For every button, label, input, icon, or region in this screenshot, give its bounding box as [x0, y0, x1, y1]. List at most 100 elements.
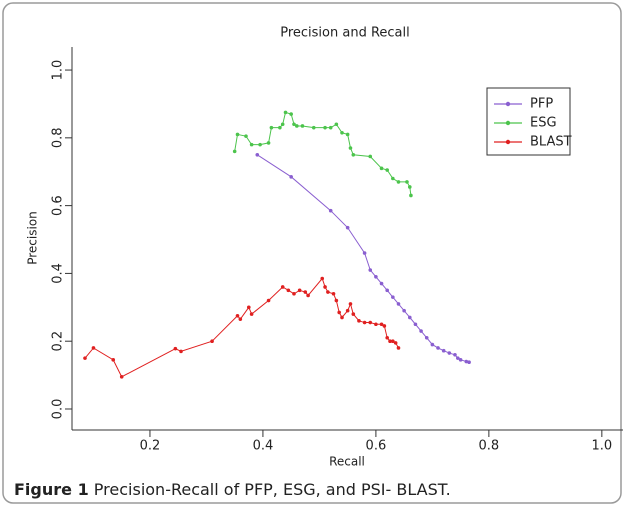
data-point	[382, 324, 387, 328]
data-point	[300, 124, 305, 128]
data-point	[348, 146, 353, 150]
data-point	[368, 268, 373, 272]
data-point	[357, 319, 361, 323]
data-point	[320, 276, 325, 281]
data-point	[405, 180, 409, 184]
data-point	[464, 359, 469, 364]
data-point	[458, 358, 463, 362]
data-point	[258, 142, 262, 147]
data-point	[413, 322, 418, 327]
data-point	[407, 315, 412, 320]
data-point	[456, 356, 460, 360]
y-tick-label: 0.0	[51, 399, 66, 420]
data-point	[334, 298, 339, 303]
data-point	[368, 320, 373, 325]
x-axis-label: Recall	[329, 455, 365, 469]
data-point	[173, 346, 178, 351]
y-tick-label: 0.6	[51, 195, 66, 216]
data-point	[91, 346, 96, 350]
caption: Figure 1 Precision-Recall of PFP, ESG, a…	[14, 480, 451, 499]
data-point	[379, 322, 384, 327]
data-point	[391, 295, 395, 299]
data-point	[337, 310, 341, 315]
data-point	[278, 125, 282, 130]
data-point	[424, 336, 429, 340]
data-point	[441, 348, 446, 353]
data-point	[269, 125, 274, 130]
data-point	[111, 358, 116, 362]
data-point	[283, 110, 288, 115]
data-point	[348, 302, 353, 306]
data-point	[326, 290, 330, 294]
data-point	[306, 293, 310, 298]
data-point	[340, 130, 344, 135]
legend-box	[486, 87, 571, 156]
data-point	[388, 339, 392, 343]
data-point	[368, 154, 373, 159]
data-point	[311, 125, 316, 130]
data-point	[345, 132, 350, 137]
data-point	[244, 134, 248, 138]
data-point	[334, 122, 339, 127]
x-tick-label: 0.8	[479, 439, 500, 454]
data-point	[453, 352, 457, 357]
legend-marker	[505, 139, 511, 145]
data-point	[436, 346, 440, 350]
figure-border	[2, 2, 622, 504]
y-tick-label: 1.0	[51, 60, 66, 81]
data-point	[232, 149, 237, 154]
data-point	[351, 312, 356, 316]
legend-label: ESG	[530, 116, 557, 131]
data-point	[280, 122, 285, 127]
data-point	[362, 320, 367, 325]
data-point	[303, 290, 308, 294]
data-point	[249, 142, 254, 147]
data-point	[323, 285, 327, 289]
caption-text: Precision-Recall of PFP, ESG, and PSI- B…	[94, 480, 451, 499]
data-point	[323, 125, 327, 130]
data-point	[235, 313, 240, 318]
y-tick-label: 0.4	[51, 263, 66, 284]
y-tick-label: 0.2	[51, 331, 66, 352]
data-point	[328, 125, 333, 130]
x-tick-label: 0.6	[366, 439, 387, 454]
data-point	[396, 346, 401, 350]
data-point	[385, 288, 389, 293]
y-tick-label: 0.8	[51, 127, 66, 148]
data-point	[235, 132, 240, 137]
data-point	[286, 288, 291, 293]
data-point	[247, 305, 251, 310]
caption-label: Figure 1	[14, 480, 89, 499]
data-point	[396, 302, 401, 306]
data-point	[331, 291, 336, 296]
data-point	[374, 322, 378, 327]
data-point	[297, 288, 302, 293]
data-point	[351, 152, 356, 157]
data-point	[210, 339, 214, 343]
data-point	[266, 298, 271, 303]
y-axis-label: Precision	[26, 211, 40, 265]
chart-title: Precision and Recall	[280, 26, 410, 41]
x-tick-label: 1.0	[591, 439, 612, 454]
data-point	[255, 152, 260, 157]
data-point	[266, 141, 271, 145]
legend-label: BLAST	[530, 135, 572, 150]
data-point	[238, 317, 243, 321]
data-point	[345, 225, 350, 230]
data-point	[379, 281, 384, 286]
x-tick-label: 0.2	[140, 439, 161, 454]
data-point	[340, 315, 344, 320]
data-point	[292, 122, 296, 127]
legend-marker	[505, 101, 511, 107]
data-point	[362, 251, 367, 255]
data-point	[385, 168, 389, 172]
data-point	[379, 166, 384, 171]
data-point	[393, 341, 398, 345]
data-point	[83, 356, 87, 360]
data-point	[407, 185, 412, 189]
data-point	[179, 349, 183, 354]
data-point	[345, 308, 350, 313]
data-point	[391, 176, 395, 181]
